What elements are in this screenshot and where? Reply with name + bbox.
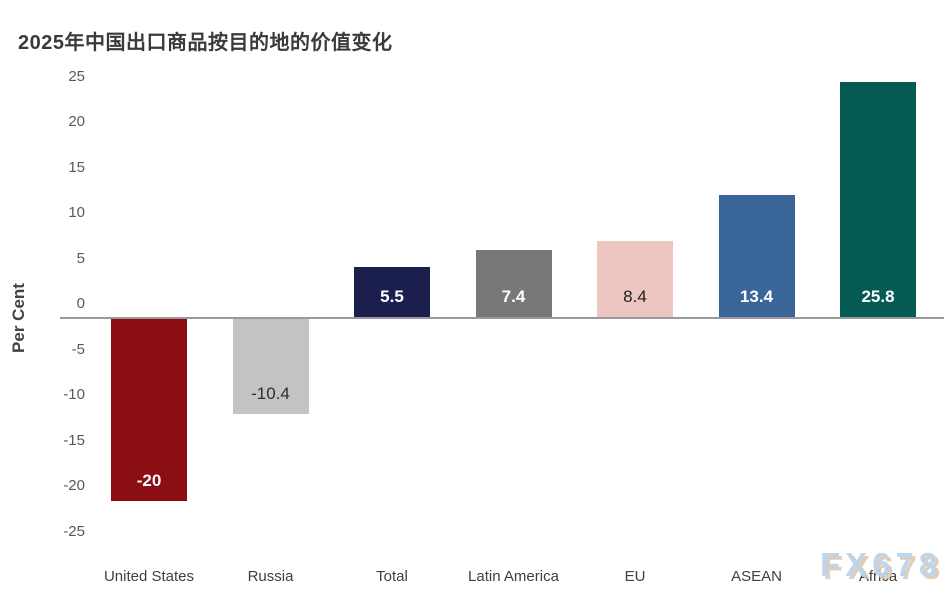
chart-title: 2025年中国出口商品按目的地的价值变化 [18,32,393,54]
y-tick-label: 25 [68,67,85,85]
bar-latin-america [475,249,552,317]
y-tick-label: -15 [63,431,85,449]
x-category-label: Africa [858,568,898,585]
bar-value-label: 5.5 [380,287,404,306]
zero-axis-line [60,317,944,319]
x-category-label: ASEAN [731,568,782,585]
x-category-label: Total [376,568,408,585]
y-tick-label: 15 [68,158,85,176]
bar-value-label: 13.4 [739,287,774,306]
x-category-label: EU [624,568,646,585]
bar-value-label: -10.4 [251,383,290,403]
bar-asean [718,195,795,317]
bar-russia [232,319,309,414]
y-tick-label: 0 [76,295,85,312]
y-tick-label: -25 [63,522,85,540]
x-category-label: United States [103,568,195,585]
watermark: FX678 [820,546,943,583]
y-tick-label: -10 [63,386,85,403]
bar-total [354,266,430,317]
bar-value-label: 7.4 [501,287,526,306]
bar-value-label: -20 [136,471,162,490]
x-category-label: Russia [247,568,294,585]
bar-value-label: 25.8 [861,287,895,306]
bar-africa [840,82,916,317]
y-tick-label: 20 [68,113,85,130]
bar-united-states [111,319,187,501]
y-tick-label: -5 [71,340,85,358]
bar-eu [597,240,673,317]
y-tick-label: 5 [76,249,85,267]
y-tick-label: 10 [68,204,85,221]
x-category-label: Latin America [468,568,559,585]
bar-value-label: 8.4 [623,287,647,306]
y-tick-label: -20 [63,477,85,494]
